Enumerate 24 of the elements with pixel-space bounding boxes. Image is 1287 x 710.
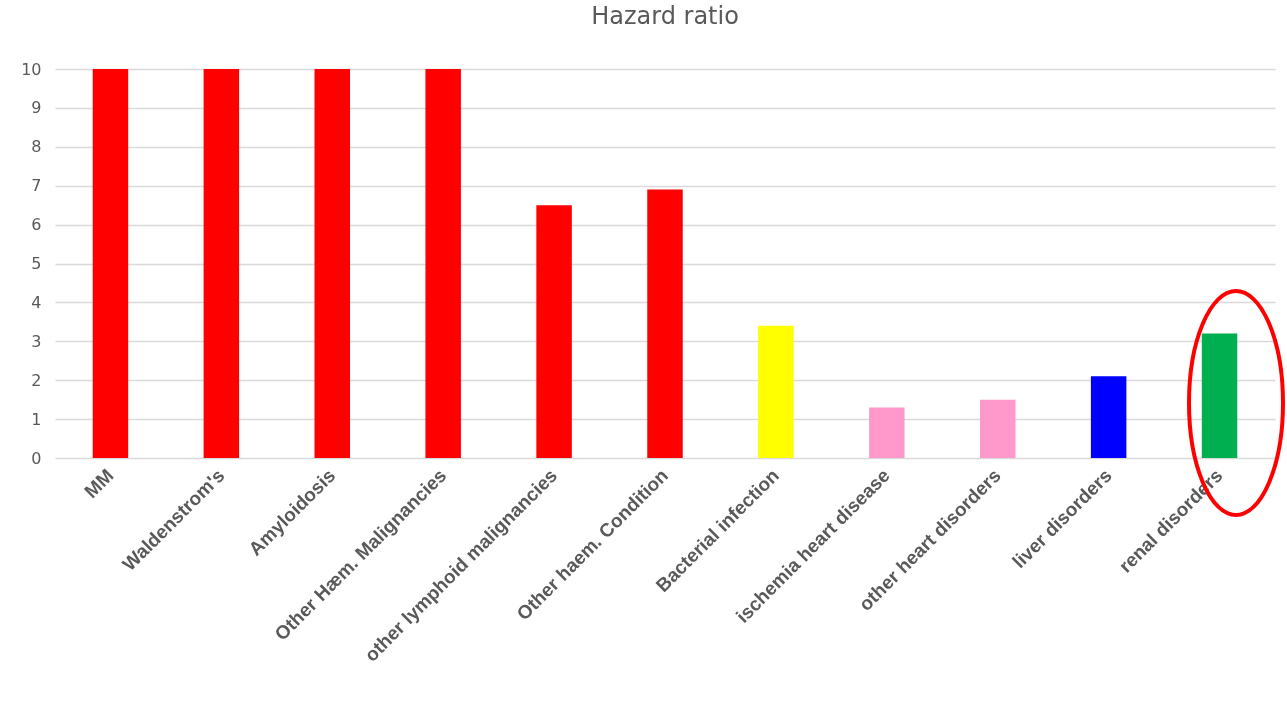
bar xyxy=(314,69,351,458)
y-tick-label: 10 xyxy=(21,59,42,79)
bar xyxy=(647,189,683,458)
bar xyxy=(203,69,240,458)
y-tick-label: 7 xyxy=(31,176,42,196)
y-tick-label: 5 xyxy=(31,254,42,273)
y-tick-label: 2 xyxy=(31,370,42,390)
bar xyxy=(979,399,1016,458)
y-tick-label: 3 xyxy=(31,331,42,351)
bar xyxy=(92,69,129,458)
y-tick-label: 8 xyxy=(31,137,42,157)
y-tick-label: 0 xyxy=(31,448,42,468)
y-tick-label: 1 xyxy=(31,409,42,429)
bar xyxy=(1201,333,1238,458)
bar xyxy=(1090,376,1127,458)
y-tick-label: 6 xyxy=(31,215,42,235)
y-tick-label: 4 xyxy=(31,292,42,312)
y-tick-label: 9 xyxy=(31,98,42,118)
bar xyxy=(758,325,794,458)
chart-title: Hazard ratio xyxy=(591,2,739,30)
bar xyxy=(425,69,461,458)
bar xyxy=(869,407,905,458)
bar xyxy=(536,205,572,458)
x-tick-label: MM xyxy=(80,464,118,502)
